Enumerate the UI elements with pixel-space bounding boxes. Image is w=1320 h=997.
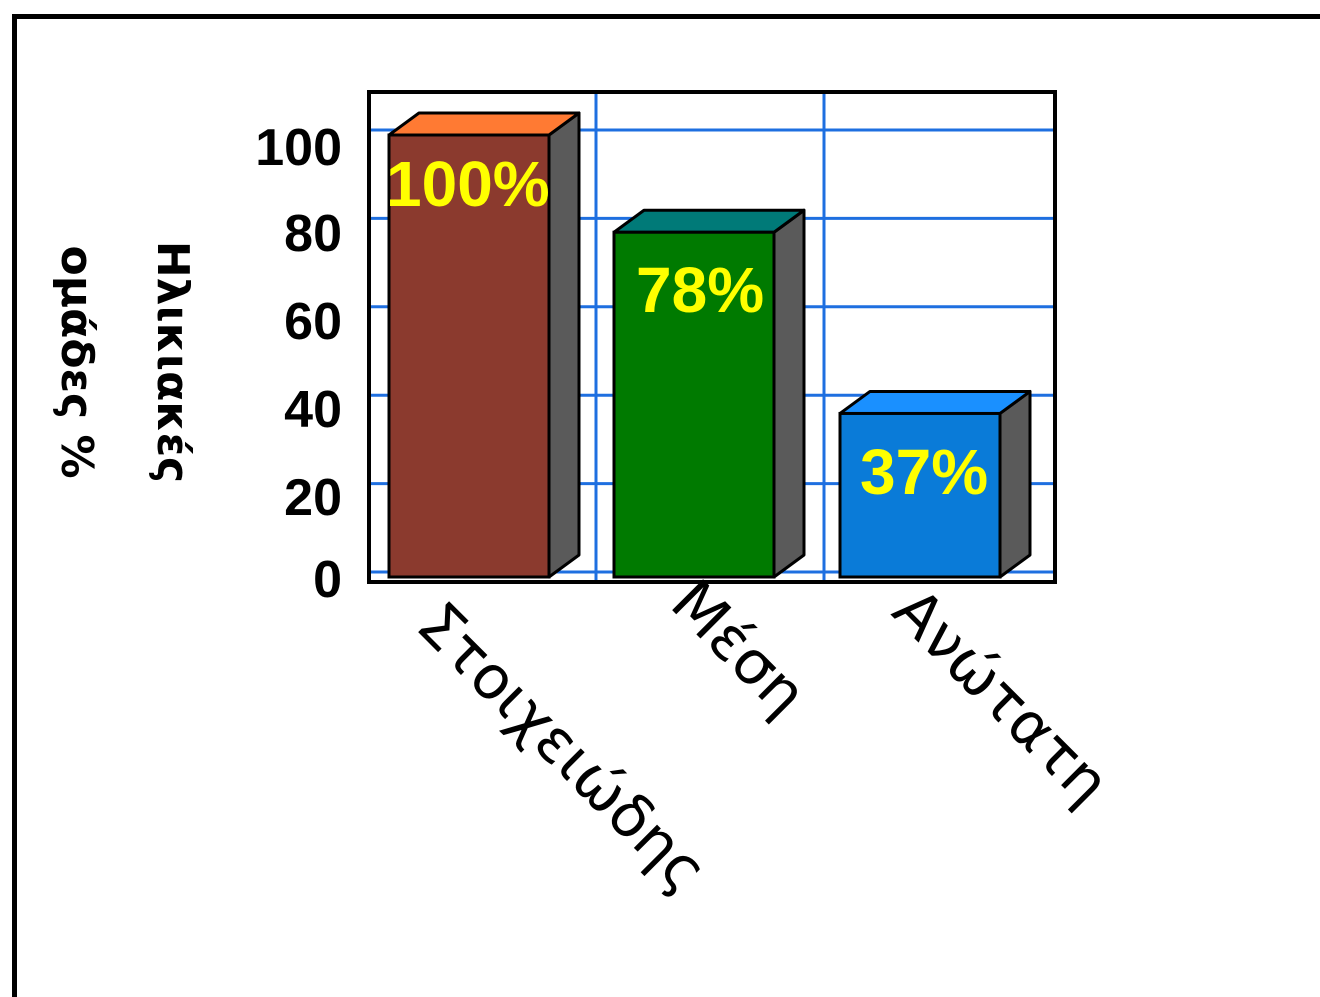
bar-top bbox=[387, 111, 581, 137]
bar-3 bbox=[838, 389, 1032, 579]
x-category-label: Μέση bbox=[657, 567, 820, 730]
bar-side bbox=[547, 111, 581, 579]
y-tick-labels: 0 20 40 60 80 100 bbox=[255, 119, 342, 609]
bar-side bbox=[998, 389, 1032, 579]
bars bbox=[387, 111, 1032, 579]
data-labels: 100% 78% 37% bbox=[386, 148, 988, 508]
data-label: 37% bbox=[860, 436, 988, 508]
y-tick-label: 20 bbox=[284, 469, 342, 527]
y-axis-label-line: Ηλικιακές bbox=[147, 241, 198, 483]
data-label: 100% bbox=[386, 148, 550, 220]
y-tick-label: 100 bbox=[255, 119, 342, 177]
bar-side bbox=[772, 208, 806, 579]
plot-area-border bbox=[367, 90, 1057, 584]
bar-front bbox=[612, 230, 776, 579]
bar-top bbox=[838, 389, 1032, 415]
bar-top bbox=[612, 208, 806, 234]
y-tick-label: 0 bbox=[313, 551, 342, 609]
y-axis-label: Ηλικιακές ομάδες % bbox=[51, 241, 198, 483]
bar-front bbox=[387, 133, 551, 579]
bar-1 bbox=[387, 111, 581, 579]
bar-front bbox=[838, 411, 1002, 579]
y-tick-label: 40 bbox=[284, 381, 342, 439]
x-category-label: Στοιχειώδης bbox=[403, 589, 720, 906]
data-label: 78% bbox=[636, 254, 764, 326]
y-tick-label: 80 bbox=[284, 205, 342, 263]
y-axis-label-line: ομάδες % bbox=[51, 245, 102, 478]
y-tick-label: 60 bbox=[284, 293, 342, 351]
bar-2 bbox=[612, 208, 806, 579]
x-category-label: Ανώτατη bbox=[879, 575, 1123, 819]
chart-frame bbox=[12, 14, 1320, 997]
